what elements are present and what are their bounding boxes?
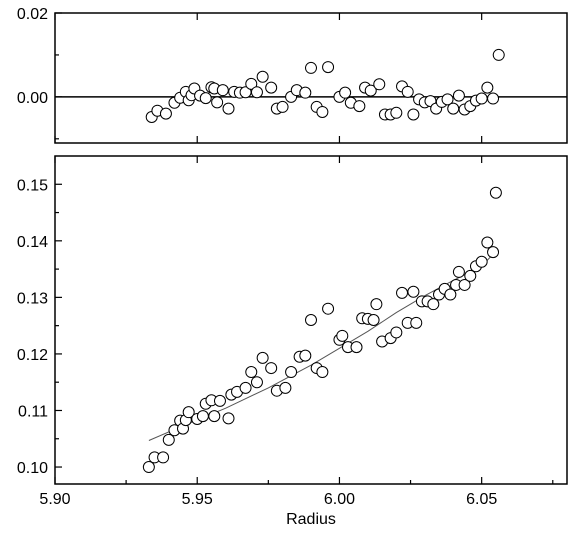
data-point (213, 394, 226, 407)
data-point (316, 366, 329, 379)
residual-point (322, 61, 335, 74)
data-point (396, 286, 409, 299)
residual-point (339, 86, 352, 99)
data-point (487, 246, 500, 259)
data-point (475, 255, 488, 268)
data-point (208, 410, 221, 423)
residual-point (256, 70, 269, 83)
y-tick-label: 0.10 (17, 460, 48, 477)
data-panel: 0.10 0.11 0.12 0.13 0.14 0.15 5.90 5.95 6.00 6.05… (17, 155, 568, 528)
residual-point (299, 86, 312, 99)
residual-point (364, 84, 377, 97)
x-axis-label: Radius (286, 511, 336, 528)
x-tick-label: 6.05 (466, 491, 497, 508)
data-point (410, 316, 423, 329)
residual-point (401, 85, 414, 98)
data-point (390, 326, 403, 339)
data-point (427, 298, 440, 311)
data-point (367, 314, 380, 326)
residual-point (250, 86, 263, 99)
residual-y-tick-label: 0.00 (17, 90, 48, 107)
residual-point (211, 96, 224, 109)
data-point (182, 406, 195, 419)
residual-frame (54, 12, 568, 144)
data-point (407, 285, 420, 298)
residual-point (492, 48, 505, 61)
residual-point (452, 89, 465, 102)
residual-point (353, 100, 366, 113)
y-tick-label: 0.14 (17, 234, 48, 251)
y-tick-label: 0.13 (17, 290, 48, 307)
data-point (250, 376, 263, 389)
residual-point (222, 102, 235, 115)
y-tick-label: 0.12 (17, 347, 48, 364)
residual-point (373, 78, 386, 91)
data-point (444, 288, 457, 301)
residual-panel: 0.00 0.02 (17, 6, 568, 144)
data-point (350, 341, 363, 354)
residual-point (216, 84, 229, 97)
data-point (222, 412, 235, 425)
residual-point (316, 105, 329, 118)
fit-line (148, 250, 497, 441)
residual-point (245, 77, 258, 90)
residual-point (159, 107, 172, 120)
x-tick-label: 5.95 (182, 491, 213, 508)
residual-point (481, 81, 494, 94)
y-tick-label: 0.15 (17, 177, 48, 194)
residual-point (199, 92, 212, 105)
residual-point (390, 106, 403, 119)
residual-point (487, 92, 500, 105)
residual-point (276, 100, 289, 113)
data-point (239, 381, 252, 394)
data-point (322, 302, 335, 315)
data-point (265, 362, 278, 375)
data-point (142, 461, 155, 474)
data-point (196, 410, 209, 423)
data-point (305, 314, 317, 326)
y-tick-label: 0.11 (18, 403, 48, 420)
data-point (299, 349, 312, 362)
data-point (245, 366, 258, 379)
data-point (464, 269, 477, 282)
residual-y-tick-label: 0.02 (17, 6, 48, 23)
residual-point (447, 102, 460, 115)
data-point (279, 381, 292, 394)
data-point (481, 236, 494, 249)
data-point (157, 451, 170, 464)
data-point (370, 298, 383, 311)
data-point (285, 366, 298, 379)
residual-point (441, 93, 454, 106)
data-point (162, 433, 175, 446)
data-point (256, 351, 269, 364)
residual-point (407, 108, 420, 121)
data-point (452, 265, 465, 278)
residual-point (475, 92, 488, 105)
residual-point (265, 81, 278, 94)
x-tick-label: 5.90 (39, 491, 70, 508)
x-tick-label: 6.00 (324, 491, 355, 508)
data-point (458, 278, 471, 291)
data-point (336, 329, 349, 342)
data-frame (54, 155, 568, 485)
data-point (489, 186, 502, 199)
residual-point (305, 61, 317, 74)
